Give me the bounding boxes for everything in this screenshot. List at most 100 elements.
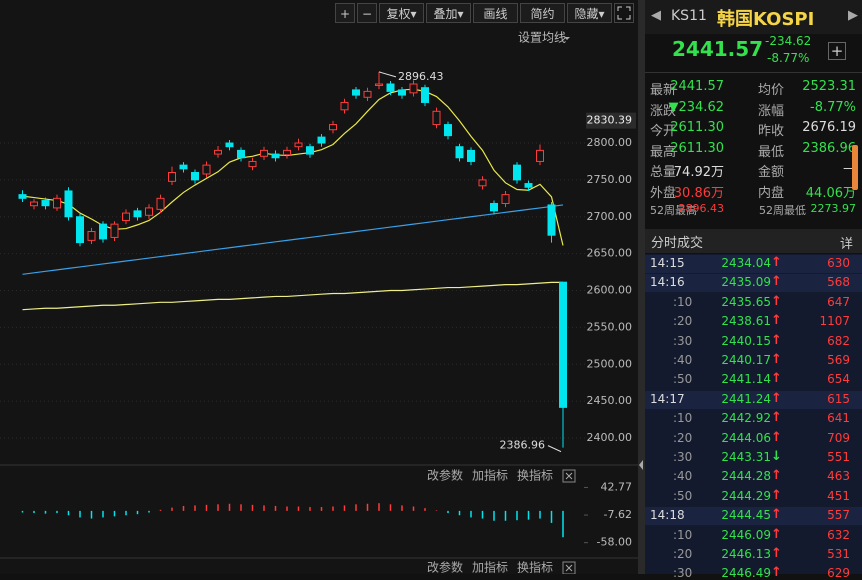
y-tick-label: 2400.00 [587,431,633,444]
y-tick-label: 2700.00 [587,210,633,223]
candle-body [490,202,498,212]
high-pointer [378,71,397,78]
row-highlight [645,255,862,273]
tick-time: :20 [673,547,693,561]
y-tick-label: 2650.00 [587,247,633,260]
tick-price: 2435.09 [721,275,771,290]
close-icon [565,564,573,572]
tick-time: :10 [673,411,693,426]
indicator-tool[interactable]: 换指标 [517,560,553,575]
close-button[interactable] [562,561,576,574]
toolbar-button[interactable]: + [335,3,355,23]
candle-body [432,110,441,126]
quote-panel: ◀ ▶ KS11 韩国KOSPI 2441.57 -234.62 -8.77% + 最新 2441… [645,0,862,580]
stat-label: 52周最低 [759,204,806,217]
scrollbar[interactable] [852,145,858,190]
tick-price: 2443.31 [721,450,771,464]
tick-direction: ↑ [771,390,782,406]
quote-header [645,0,862,34]
stat-label: 涨幅 [758,103,785,119]
tick-volume: 451 [827,488,850,503]
low-annotation: 2386.96 [500,439,546,452]
toolbar-button[interactable]: 简约 [520,3,565,23]
stat-label: 最新 [650,83,677,98]
tick-price: 2442.92 [721,411,771,426]
candle-body [122,212,130,221]
add-button[interactable]: + [828,42,846,60]
y-tick-label: -7.62 [604,508,632,521]
candle-body [340,101,349,111]
stat-label: 均价 [758,83,785,98]
tick-volume: 632 [827,527,850,542]
tick-time: :30 [673,450,693,464]
splitter[interactable] [638,0,645,574]
stat-label: 总量 [650,165,677,180]
quote-code: KS11 [671,8,707,24]
candle-body [156,197,165,210]
tick-time: :10 [673,527,693,542]
tick-direction: ↑ [771,293,782,309]
tick-price: 2446.09 [721,527,771,542]
quote-change: -234.62 [765,34,812,48]
row-highlight [645,274,862,293]
stat-value: ▼234.62 [668,99,725,115]
candle-body [352,89,360,96]
cursor-price-box [586,112,636,129]
indicator-tool[interactable]: 改参数 [427,560,463,575]
tick-direction: ↑ [771,565,782,580]
prev-arrow[interactable]: ◀ [651,8,661,23]
close-box [562,469,576,483]
stat-value: -8.77% [810,99,856,115]
tick-direction: ↑ [771,255,782,270]
fullscreen-button[interactable] [614,3,634,23]
tick-direction: ↑ [771,487,782,503]
tick-time: :50 [673,372,693,387]
toolbar-button[interactable]: 隐藏▾ [567,3,612,23]
y-tick-label: -58.00 [597,536,632,549]
indicator-tool[interactable]: 换指标 [517,468,553,483]
candle-body [99,223,107,240]
candle-body [513,164,521,181]
toolbar-button[interactable]: 叠加▾ [426,3,471,23]
candle-body [191,172,199,181]
tick-volume: 682 [827,333,850,348]
next-arrow[interactable]: ▶ [848,8,858,23]
candle-body [168,172,176,182]
indicator-tool[interactable]: 加指标 [472,468,508,483]
stat-value: 74.92万 [673,165,724,180]
tick-price: 2444.45 [721,508,771,523]
candle-body [18,194,27,199]
toolbar-button[interactable]: 复权▾ [379,3,424,23]
moving-average [22,281,563,311]
candle-body [409,83,418,94]
stat-value: 2273.97 [810,202,857,215]
tick-direction: ↑ [771,468,782,484]
stat-label: 昨收 [758,124,785,139]
candle-body [467,149,475,162]
tick-time: :50 [673,488,693,503]
stat-value: 2676.19 [802,120,856,135]
stat-label: 内盘 [758,185,785,201]
ma-setting[interactable]: 设置均线 [518,31,566,45]
tick-price: 2440.17 [721,353,771,367]
tick-time: 14:16 [650,275,685,290]
tick-direction: ↑ [771,371,782,387]
indicator-tool[interactable]: 改参数 [427,468,463,483]
tick-time: :30 [673,566,693,580]
tick-time: :40 [673,353,693,367]
toolbar-button[interactable]: 画线 [473,3,518,23]
close-button[interactable] [562,469,576,483]
tick-volume: 551 [827,450,850,464]
toolbar-button[interactable]: − [357,3,377,23]
stat-value: 2611.30 [670,140,724,156]
stat-value: 2896.43 [678,202,725,215]
tick-price: 2444.28 [721,469,771,484]
candle-body [202,164,211,175]
candle-body [294,142,303,148]
chart: 设置均线 2400.00 2450.00 2500.00 2550.00 2600.00 2… [0,31,638,575]
quote-price: 2441.57 [672,37,764,61]
detail-button[interactable]: 详 [840,237,854,252]
stat-label: 最高 [650,144,677,160]
indicator-tool[interactable]: 加指标 [472,560,508,575]
stat-value: 30.86万 [673,185,724,201]
